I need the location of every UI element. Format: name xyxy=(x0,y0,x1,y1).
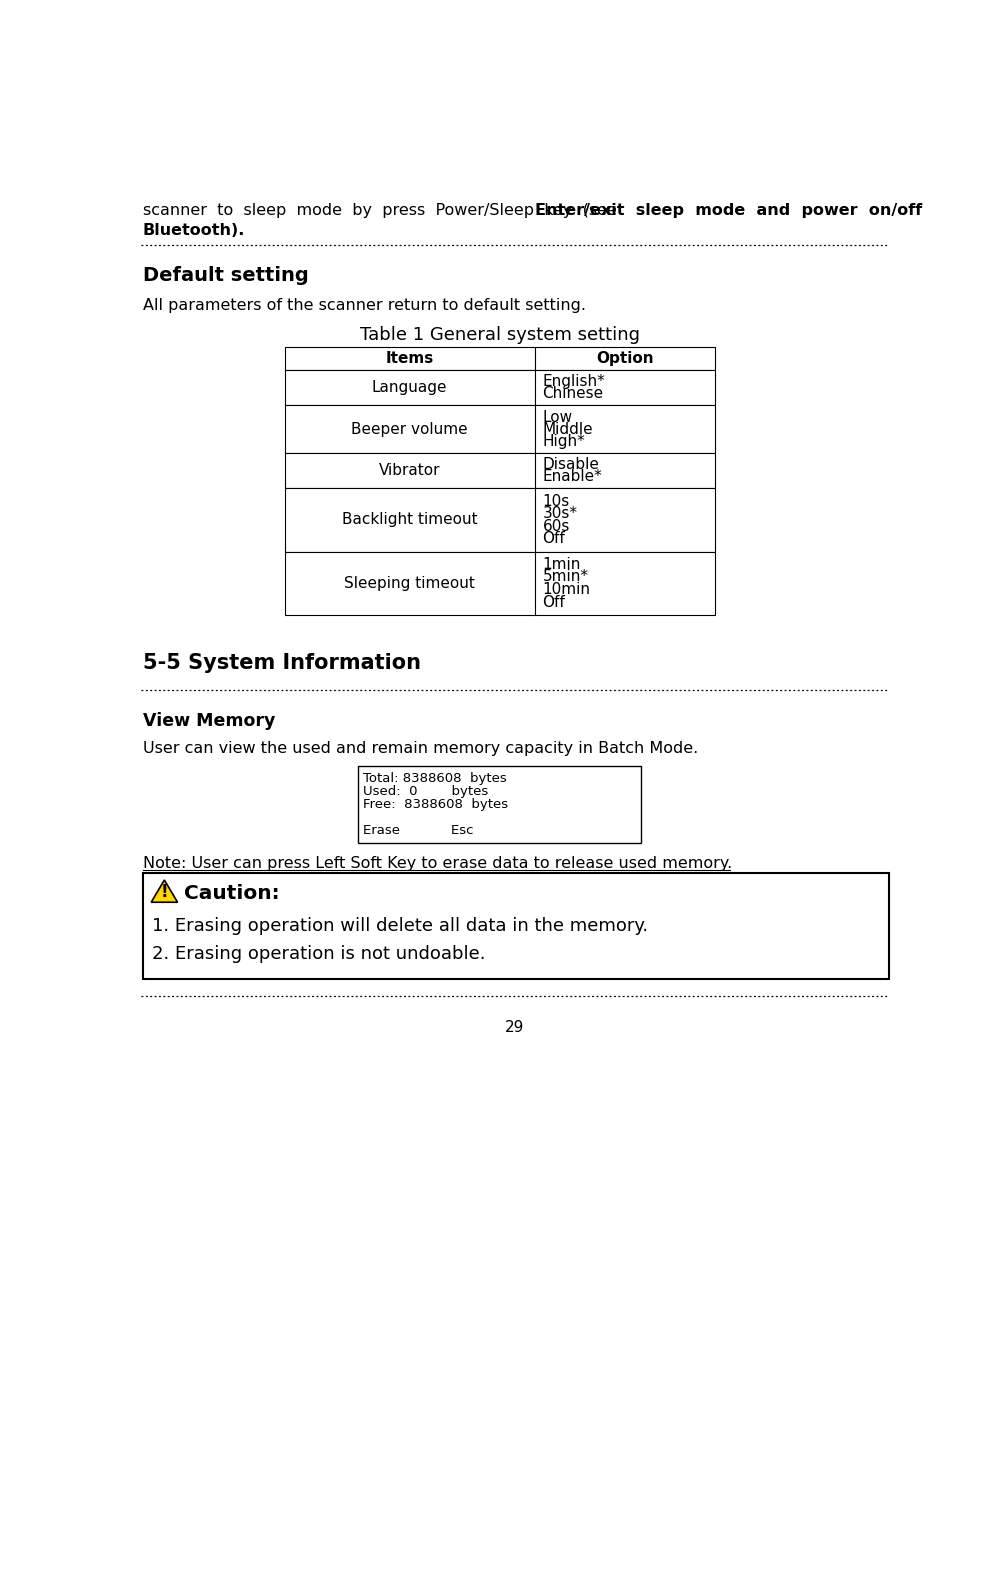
Bar xyxy=(284,551,715,615)
Text: Enable*: Enable* xyxy=(543,469,602,485)
Text: Used:  0        bytes: Used: 0 bytes xyxy=(363,785,488,798)
Text: Erase            Esc: Erase Esc xyxy=(363,825,473,837)
Text: All parameters of the scanner return to default setting.: All parameters of the scanner return to … xyxy=(143,297,586,313)
Text: Default setting: Default setting xyxy=(143,266,309,285)
Text: Items: Items xyxy=(386,351,434,365)
Text: Bluetooth).: Bluetooth). xyxy=(143,224,245,238)
Text: Vibrator: Vibrator xyxy=(379,463,440,478)
Text: 10min: 10min xyxy=(543,582,591,597)
Text: Off: Off xyxy=(543,532,566,546)
Bar xyxy=(284,370,715,405)
Text: Option: Option xyxy=(596,351,653,365)
Bar xyxy=(284,346,715,370)
Text: 60s: 60s xyxy=(543,519,570,534)
Text: User can view the used and remain memory capacity in Batch Mode.: User can view the used and remain memory… xyxy=(143,741,697,756)
Text: Backlight timeout: Backlight timeout xyxy=(342,513,477,527)
Text: 29: 29 xyxy=(505,1020,525,1036)
Text: scanner  to  sleep  mode  by  press  Power/Sleep  key  (see: scanner to sleep mode by press Power/Sle… xyxy=(143,203,627,217)
Text: Disable: Disable xyxy=(543,458,599,472)
Text: 2. Erasing operation is not undoable.: 2. Erasing operation is not undoable. xyxy=(152,944,485,963)
Text: Off: Off xyxy=(543,595,566,609)
Text: 5min*: 5min* xyxy=(543,570,589,584)
Text: Caution:: Caution: xyxy=(184,885,279,903)
Bar xyxy=(143,872,889,979)
Text: 5-5 System Information: 5-5 System Information xyxy=(143,653,421,674)
Text: Total: 8388608  bytes: Total: 8388608 bytes xyxy=(363,771,507,785)
Bar xyxy=(284,405,715,453)
Text: Middle: Middle xyxy=(543,422,593,436)
Text: Enter/exit  sleep  mode  and  power  on/off: Enter/exit sleep mode and power on/off xyxy=(535,203,922,217)
Text: Beeper volume: Beeper volume xyxy=(352,422,468,436)
Text: Free:  8388608  bytes: Free: 8388608 bytes xyxy=(363,798,508,811)
Text: Note: User can press Left Soft Key to erase data to release used memory.: Note: User can press Left Soft Key to er… xyxy=(143,856,732,870)
Bar xyxy=(358,765,641,844)
Polygon shape xyxy=(151,880,178,902)
Text: 1min: 1min xyxy=(543,557,581,571)
Text: 1. Erasing operation will delete all data in the memory.: 1. Erasing operation will delete all dat… xyxy=(152,918,648,935)
Text: !: ! xyxy=(161,883,168,900)
Text: Language: Language xyxy=(372,379,447,395)
Text: Table 1 General system setting: Table 1 General system setting xyxy=(360,326,639,345)
Text: View Memory: View Memory xyxy=(143,711,275,730)
Text: High*: High* xyxy=(543,433,585,449)
Text: 10s: 10s xyxy=(543,494,570,508)
Bar xyxy=(284,453,715,488)
Text: Chinese: Chinese xyxy=(543,386,604,401)
Text: Sleeping timeout: Sleeping timeout xyxy=(345,576,475,590)
Bar xyxy=(284,488,715,551)
Text: 30s*: 30s* xyxy=(543,507,578,521)
Text: English*: English* xyxy=(543,375,605,389)
Text: Low: Low xyxy=(543,409,573,425)
